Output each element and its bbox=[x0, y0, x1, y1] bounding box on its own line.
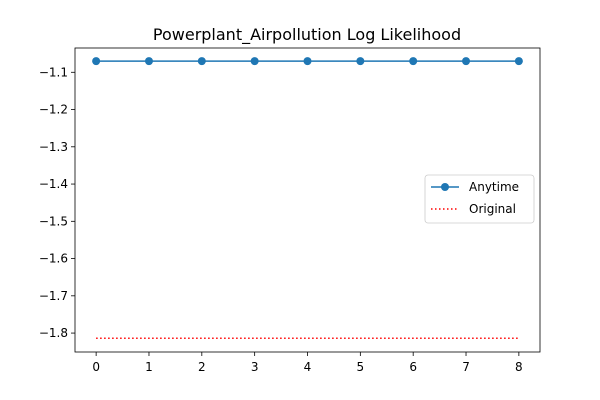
y-tick-label-5: −1.6 bbox=[39, 252, 68, 266]
axes-layer: 0 1 2 3 4 5 6 7 8 −1.1 −1.2 −1.3 −1.4 −1.5 −1.6 −1.7 −1.… bbox=[39, 47, 541, 374]
data-point-anytime-7 bbox=[462, 57, 471, 66]
legend-entry-original: Original bbox=[431, 202, 516, 216]
data-point-anytime-1 bbox=[144, 57, 153, 66]
chart-title: Powerplant_Airpollution Log Likelihood bbox=[153, 25, 461, 45]
y-tick-label-3: −1.4 bbox=[39, 177, 68, 191]
series-anytime bbox=[92, 57, 523, 66]
y-tick-label-1: −1.2 bbox=[39, 103, 68, 117]
y-tick-label-7: −1.8 bbox=[39, 326, 68, 340]
x-tick-label-6: 6 bbox=[409, 360, 417, 374]
data-point-anytime-6 bbox=[409, 57, 418, 66]
x-tick-label-8: 8 bbox=[515, 360, 523, 374]
x-tick-label-7: 7 bbox=[462, 360, 470, 374]
data-point-anytime-0 bbox=[92, 57, 101, 66]
data-point-anytime-5 bbox=[356, 57, 365, 66]
y-tick-label-0: −1.1 bbox=[39, 65, 68, 79]
x-tick-label-1: 1 bbox=[145, 360, 153, 374]
y-tick-label-4: −1.5 bbox=[39, 214, 68, 228]
legend-label-original: Original bbox=[469, 202, 516, 216]
series-layer bbox=[92, 57, 523, 340]
y-tick-label-2: −1.3 bbox=[39, 140, 68, 154]
data-point-anytime-3 bbox=[250, 57, 259, 66]
x-tick-label-2: 2 bbox=[198, 360, 206, 374]
y-tick-label-6: −1.7 bbox=[39, 289, 68, 303]
x-tick-label-5: 5 bbox=[357, 360, 365, 374]
data-point-anytime-8 bbox=[514, 57, 523, 66]
x-tick-label-4: 4 bbox=[304, 360, 312, 374]
data-point-anytime-2 bbox=[197, 57, 206, 66]
legend-marker-anytime bbox=[441, 183, 449, 191]
legend-entry-anytime: Anytime bbox=[431, 180, 519, 194]
data-point-anytime-4 bbox=[303, 57, 312, 66]
legend: Anytime Original bbox=[424, 174, 535, 224]
x-tick-label-0: 0 bbox=[92, 360, 100, 374]
legend-label-anytime: Anytime bbox=[469, 180, 519, 194]
x-tick-label-3: 3 bbox=[251, 360, 259, 374]
